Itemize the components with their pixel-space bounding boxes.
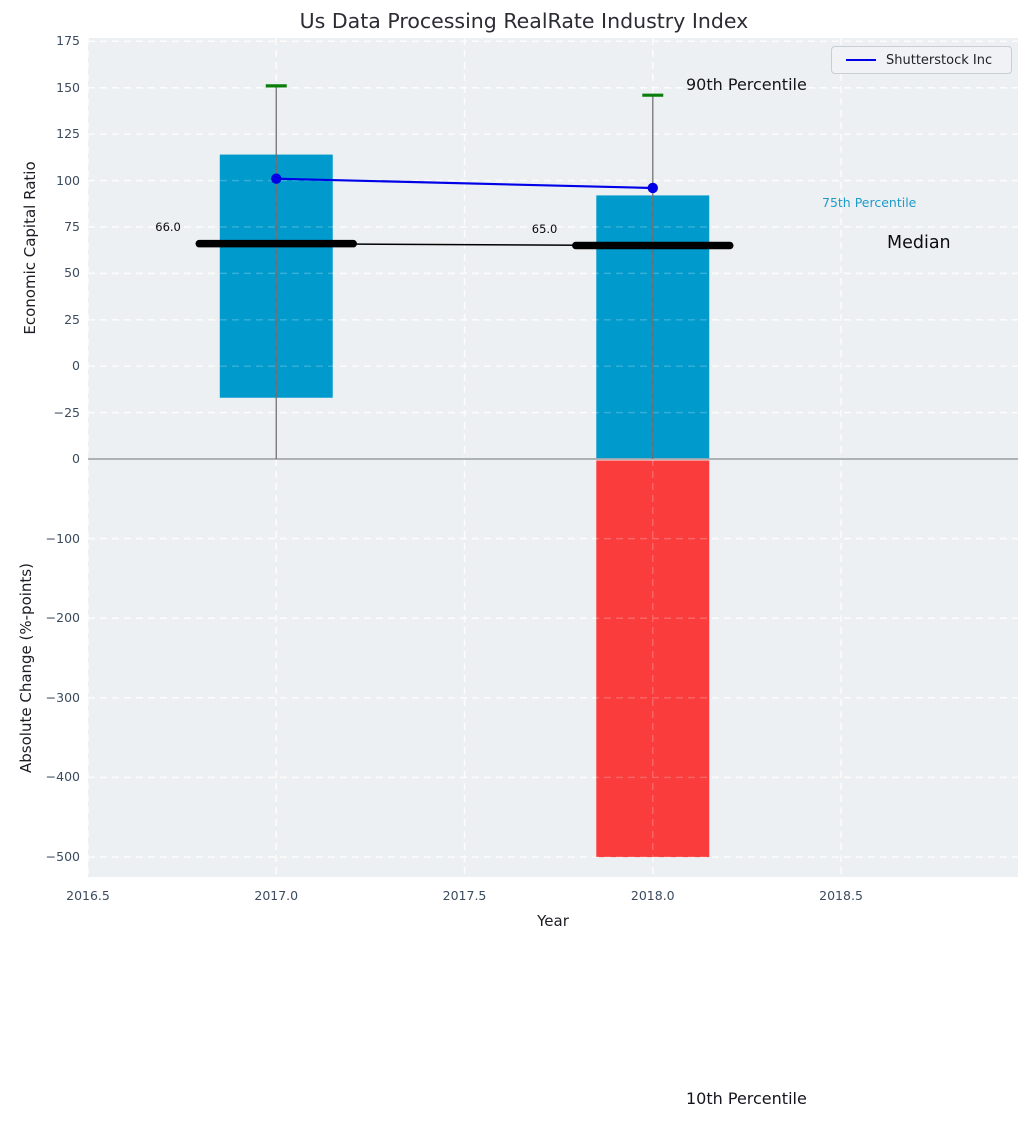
median-annotation: Median (887, 233, 951, 253)
y-tick-label: −200 (45, 610, 80, 626)
x-tick-label: 2018.5 (819, 888, 863, 903)
x-tick-label: 2016.5 (66, 888, 110, 903)
y-tick-label: 150 (56, 79, 80, 95)
legend: Shutterstock Inc (831, 46, 1012, 74)
y-axis-label-bottom: Absolute Change (%-points) (17, 563, 35, 773)
y-tick-label: −500 (45, 849, 80, 865)
y-tick-label: 125 (56, 126, 80, 142)
y-tick-label: 75 (64, 218, 80, 234)
x-tick-label: 2017.0 (254, 888, 299, 903)
y-tick-label: −25 (53, 404, 80, 420)
series-line-shutterstock (276, 177, 653, 190)
y-tick-label: −100 (45, 530, 80, 546)
series-point (271, 173, 282, 184)
y-tick-label: 175 (56, 33, 80, 49)
y-tick-label: −300 (45, 689, 80, 705)
y-tick-label: 0 (72, 358, 80, 374)
y-tick-label: 100 (56, 172, 80, 188)
x-axis-label: Year (537, 912, 569, 930)
p75-annotation: 75th Percentile (822, 195, 917, 210)
series-point (647, 182, 658, 194)
p10-annotation: 10th Percentile (686, 1089, 807, 1108)
p90-annotation: 90th Percentile (686, 75, 807, 94)
legend-label: Shutterstock Inc (886, 52, 993, 68)
bottom-panel-background (88, 459, 1018, 877)
y-tick-label: −400 (45, 769, 80, 785)
median-value-label: 66.0 (155, 219, 181, 234)
x-tick-label: 2017.5 (442, 888, 487, 903)
chart-title: Us Data Processing RealRate Industry Ind… (299, 9, 749, 33)
y-axis-label-top: Economic Capital Ratio (21, 161, 39, 335)
y-tick-label: 25 (64, 311, 80, 327)
x-tick-label: 2018.0 (630, 888, 675, 903)
negative-change-bar-2018 (596, 460, 710, 858)
y-tick-label: 0 (72, 451, 80, 466)
grid-over (87, 38, 1018, 877)
legend-line-swatch (846, 59, 876, 61)
median-value-label: 65.0 (531, 221, 558, 236)
y-tick-label: 50 (64, 265, 80, 281)
